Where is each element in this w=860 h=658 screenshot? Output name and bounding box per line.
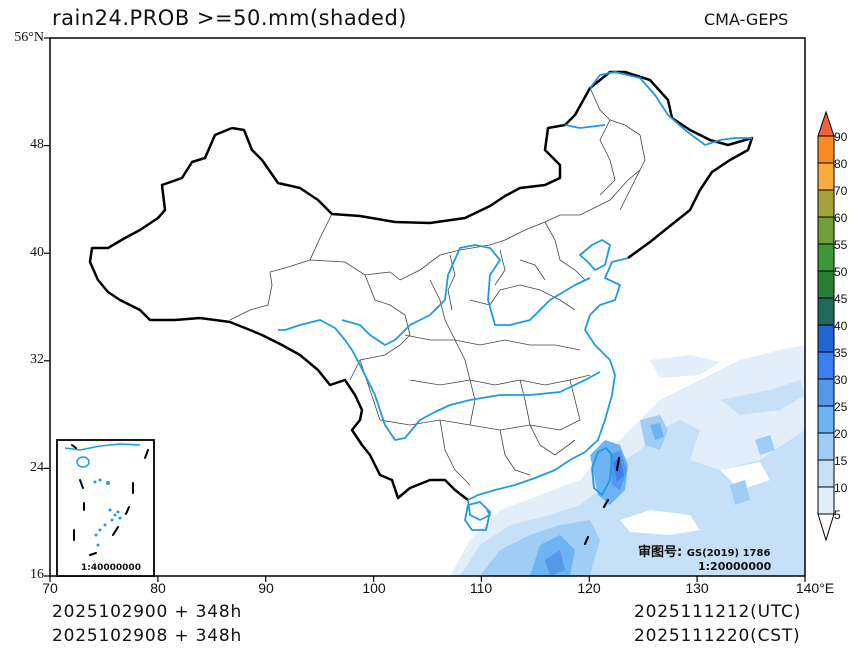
china-national-border: [231, 70, 754, 260]
y-tick-48: 48: [30, 137, 44, 152]
south-china-sea-inset: [56, 439, 155, 577]
colorbar: [817, 110, 835, 542]
china-western-border: [88, 126, 469, 501]
colorbar-label: 10: [834, 481, 848, 495]
x-tick-110: 110: [469, 580, 493, 596]
y-tick-24: 24: [30, 460, 44, 475]
coastline-and-rivers: [278, 71, 752, 531]
probability-shading: [450, 345, 805, 576]
x-tick-140: 140°E: [795, 580, 835, 596]
colorbar-label: 40: [834, 319, 848, 333]
axis-ticks: [44, 37, 806, 582]
colorbar-label: 80: [834, 157, 848, 171]
init-time-utc: 2025102900 + 348h: [52, 602, 243, 622]
valid-time-cst: 2025111220(CST): [634, 626, 801, 646]
inset-map-scale: 1:40000000: [81, 563, 141, 573]
colorbar-label: 90: [834, 130, 848, 144]
map-approval-number: 审图号: GS(2019) 1786: [638, 541, 770, 560]
chart-title: rain24.PROB >=50.mm(shaded): [52, 6, 407, 30]
x-tick-70: 70: [42, 580, 58, 596]
colorbar-label: 5: [834, 508, 841, 522]
main-map-scale: 1:20000000: [698, 560, 772, 573]
x-tick-80: 80: [150, 580, 166, 596]
colorbar-label: 15: [834, 454, 848, 468]
model-source-label: CMA-GEPS: [704, 10, 789, 29]
approval-label: 审图号:: [638, 545, 683, 560]
colorbar-label: 35: [834, 346, 848, 360]
valid-time-utc: 2025111212(UTC): [634, 602, 802, 622]
approval-code: GS(2019) 1786: [686, 548, 771, 559]
init-time-cst: 2025102908 + 348h: [52, 626, 243, 646]
colorbar-label: 50: [834, 265, 848, 279]
y-tick-16: 16: [30, 567, 44, 582]
x-tick-120: 120: [577, 580, 601, 596]
colorbar-label: 30: [834, 373, 848, 387]
x-tick-90: 90: [258, 580, 274, 596]
maritime-boundary-dashes: [583, 456, 621, 546]
colorbar-label: 25: [834, 400, 848, 414]
x-tick-100: 100: [362, 580, 386, 596]
x-tick-130: 130: [685, 580, 709, 596]
y-tick-56: 56°N: [14, 30, 44, 45]
colorbar-label: 20: [834, 427, 848, 441]
colorbar-label: 45: [834, 292, 848, 306]
provincial-borders: [229, 87, 646, 486]
colorbar-label: 55: [834, 238, 848, 252]
y-tick-32: 32: [30, 352, 44, 367]
map-frame: [49, 37, 806, 577]
colorbar-label: 70: [834, 184, 848, 198]
y-tick-40: 40: [30, 245, 44, 260]
colorbar-label: 60: [834, 211, 848, 225]
